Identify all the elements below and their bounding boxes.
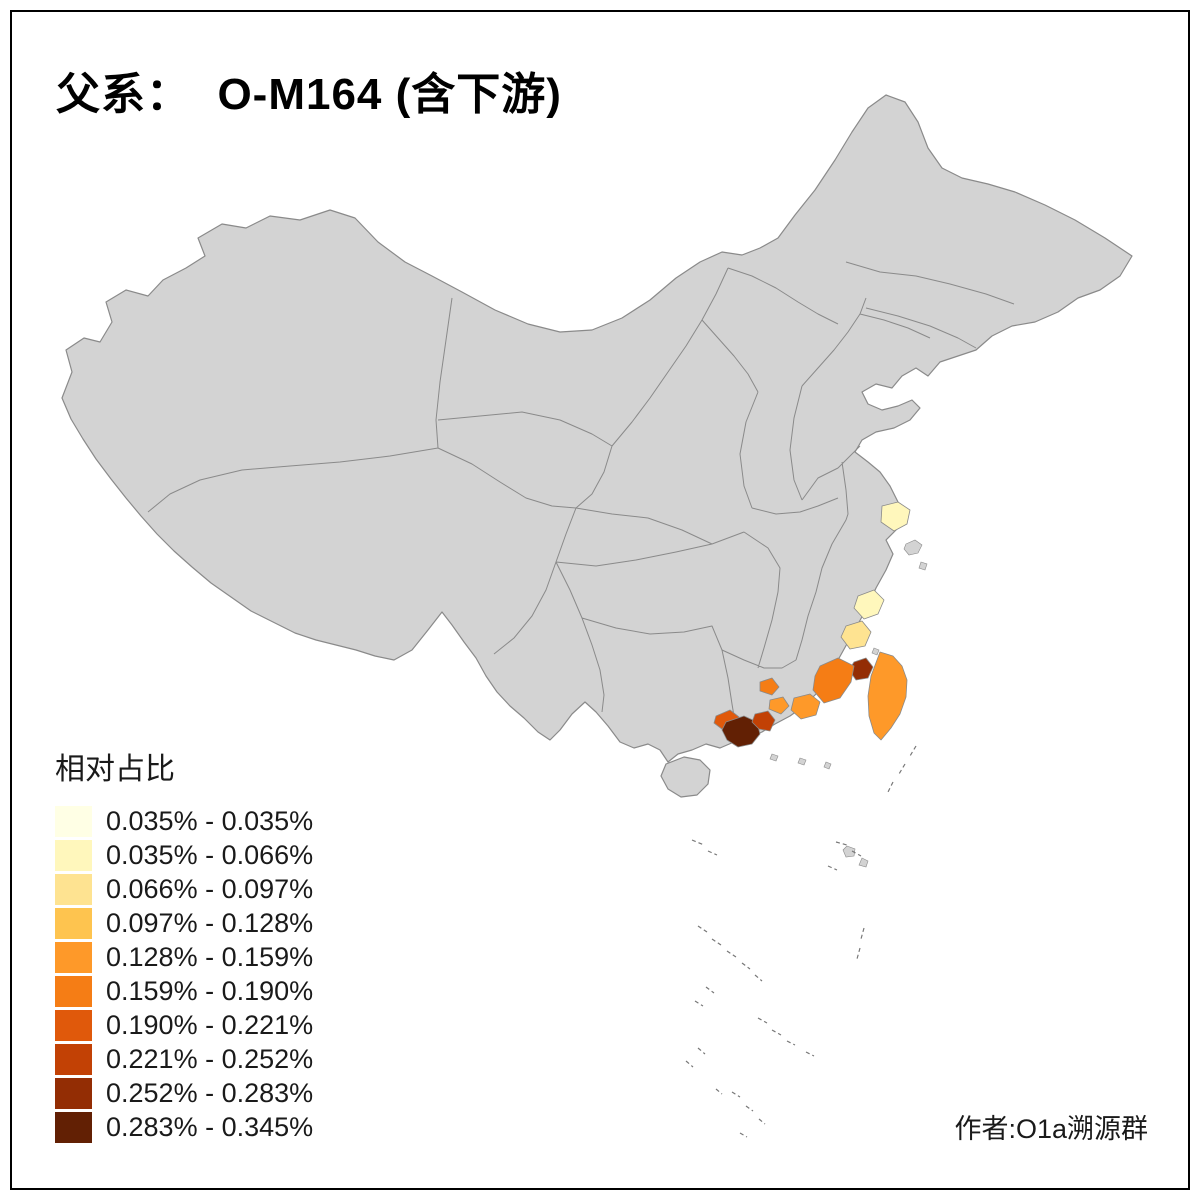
south-china-sea-marks — [685, 745, 917, 1138]
legend-label: 0.221% - 0.252% — [106, 1044, 314, 1074]
region-pearl-delta-core — [721, 715, 761, 748]
region-guangdong-mid-a — [759, 677, 780, 696]
legend-label: 0.035% - 0.066% — [106, 840, 314, 870]
legend-title: 相对占比 — [55, 753, 175, 786]
legend-swatch — [55, 1044, 92, 1075]
region-zhejiang-coast-north — [853, 589, 885, 620]
region-southern-fujian — [812, 657, 855, 704]
author-credit: 作者:O1a溯源群 — [954, 1114, 1148, 1144]
region-pearl-delta-east — [751, 710, 776, 732]
legend-label: 0.035% - 0.035% — [106, 806, 314, 836]
legend-swatch — [55, 874, 92, 905]
region-chaoshan — [790, 693, 821, 720]
legend-swatch — [55, 1010, 92, 1041]
region-zhejiang-fujian-coast — [840, 620, 872, 650]
legend-row: 0.221% - 0.252% — [55, 1044, 313, 1075]
legend-label: 0.097% - 0.128% — [106, 908, 314, 938]
legend-swatch — [55, 942, 92, 973]
region-shanghai — [880, 501, 911, 532]
legend-row: 0.283% - 0.345% — [55, 1112, 313, 1143]
legend-swatch — [55, 1112, 92, 1143]
hainan-island — [660, 756, 711, 798]
legend-row: 0.159% - 0.190% — [55, 976, 313, 1007]
legend-row: 0.035% - 0.066% — [55, 840, 313, 871]
region-guangdong-mid-b — [768, 696, 790, 715]
legend-swatch — [55, 806, 92, 837]
legend-label: 0.128% - 0.159% — [106, 942, 314, 972]
legend-row: 0.128% - 0.159% — [55, 942, 313, 973]
legend-label: 0.252% - 0.283% — [106, 1078, 314, 1108]
legend-row: 0.066% - 0.097% — [55, 874, 313, 905]
legend-row: 0.190% - 0.221% — [55, 1010, 313, 1041]
region-taiwan — [867, 651, 908, 741]
figure-title: 父系： O-M164 (含下游) — [56, 70, 562, 119]
legend-swatch — [55, 908, 92, 939]
coastal-islands — [769, 539, 928, 868]
legend-row: 0.035% - 0.035% — [55, 806, 313, 837]
legend-swatch — [55, 840, 92, 871]
legend-label: 0.283% - 0.345% — [106, 1112, 314, 1142]
legend-row: 0.252% - 0.283% — [55, 1078, 313, 1109]
legend-label: 0.190% - 0.221% — [106, 1010, 314, 1040]
province-borders — [147, 261, 1015, 745]
legend-swatch — [55, 1078, 92, 1109]
legend: 相对占比 0.035% - 0.035% 0.035% - 0.066% 0.0… — [55, 744, 313, 1146]
legend-row: 0.097% - 0.128% — [55, 908, 313, 939]
legend-label: 0.159% - 0.190% — [106, 976, 314, 1006]
legend-label: 0.066% - 0.097% — [106, 874, 314, 904]
legend-swatch — [55, 976, 92, 1007]
